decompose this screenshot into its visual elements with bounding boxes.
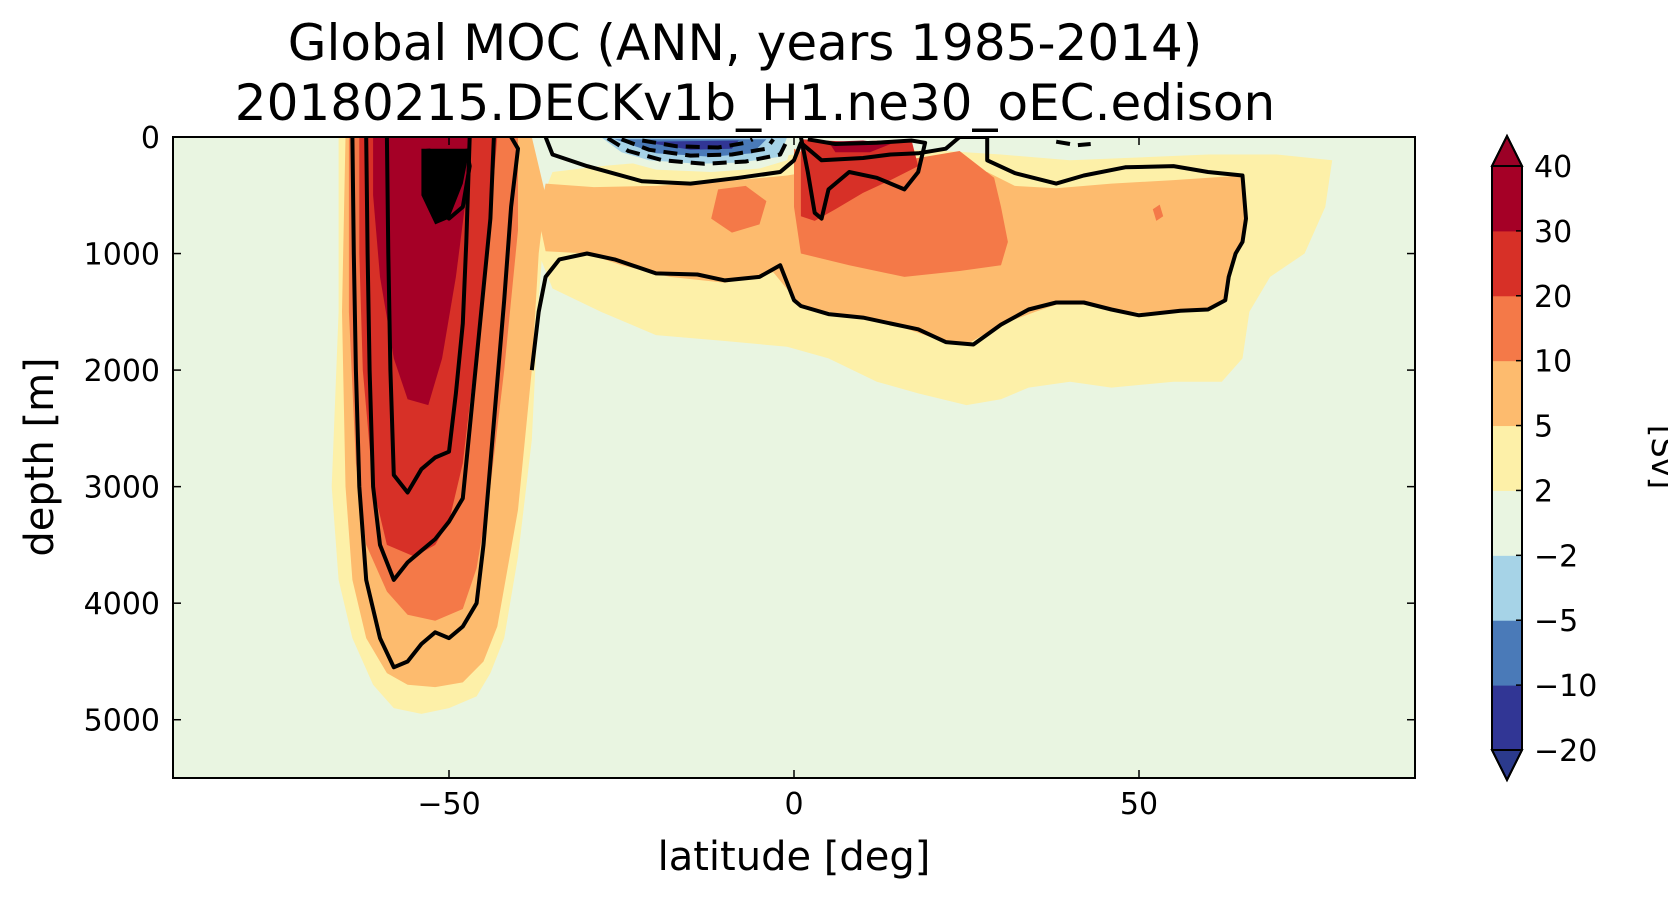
contour-southern-contour-30 bbox=[384, 137, 472, 495]
plot-area bbox=[172, 136, 1416, 779]
x-tick-label: −50 bbox=[417, 787, 480, 822]
x-tick-label: 0 bbox=[784, 787, 803, 822]
region-small-patch-north bbox=[1152, 204, 1164, 221]
colorbar-label: [Sv] bbox=[1644, 425, 1668, 489]
colorbar-tick-label: −2 bbox=[1534, 539, 1578, 574]
colorbar-extend-under bbox=[1490, 749, 1524, 783]
colorbar-swatch bbox=[1492, 230, 1522, 297]
colorbar-swatch bbox=[1492, 166, 1522, 232]
y-axis-label: depth [m] bbox=[17, 357, 63, 556]
colorbar-tick-label: −10 bbox=[1534, 669, 1597, 704]
contour-southern-contour-40 bbox=[426, 148, 472, 221]
colorbar-swatch bbox=[1492, 360, 1522, 427]
contour-southern-contour-10 bbox=[350, 137, 520, 670]
y-tick-label: 0 bbox=[141, 121, 160, 156]
colorbar-swatch bbox=[1492, 425, 1522, 491]
y-tick-label: 3000 bbox=[84, 471, 160, 506]
colorbar-swatch bbox=[1492, 620, 1522, 686]
contour-southern-contour-20 bbox=[364, 137, 496, 582]
contour-lines bbox=[350, 137, 1248, 670]
colorbar-swatch bbox=[1492, 295, 1522, 362]
x-axis-label: latitude [deg] bbox=[658, 834, 931, 880]
colorbar-tick-label: 20 bbox=[1534, 280, 1572, 315]
colorbar-tick-label: −5 bbox=[1534, 604, 1578, 639]
colorbar-tick-label: 40 bbox=[1534, 150, 1572, 185]
colorbar-swatch bbox=[1492, 555, 1522, 621]
contour-fill-regions bbox=[331, 137, 1333, 714]
colorbar: −20 −10 −5 −2 2 5 10 20 30 40 bbox=[1490, 133, 1597, 783]
x-axis: −50 0 50 bbox=[417, 137, 1158, 822]
colorbar-swatch bbox=[1492, 685, 1522, 751]
y-tick-label: 2000 bbox=[84, 354, 160, 389]
colorbar-tick-label: 2 bbox=[1534, 474, 1553, 509]
x-tick-label: 50 bbox=[1120, 787, 1158, 822]
y-tick-label: 5000 bbox=[84, 704, 160, 739]
colorbar-tick-label: 5 bbox=[1534, 410, 1553, 445]
chart-title: Global MOC (ANN, years 1985-2014) bbox=[288, 14, 1203, 72]
colorbar-tick-label: 30 bbox=[1534, 215, 1572, 250]
y-tick-label: 4000 bbox=[84, 587, 160, 622]
colorbar-extend-over bbox=[1490, 133, 1524, 167]
contour-northern-contour-20 bbox=[798, 137, 928, 221]
contour-tropical-contour-neg5 bbox=[606, 137, 789, 166]
colorbar-tick-label: 10 bbox=[1534, 345, 1572, 380]
contour-tropical-contour-neg20 bbox=[641, 137, 754, 150]
contour-northern-contour-5 bbox=[529, 137, 1248, 371]
region-northern-cell-10-patch bbox=[711, 185, 767, 233]
contour-north-atlantic-contour-neg2 bbox=[1055, 139, 1091, 148]
colorbar-swatch bbox=[1492, 490, 1522, 556]
region-abyssal-neg2 bbox=[538, 475, 601, 685]
chart-subtitle: 20180215.DECKv1b_H1.ne30_oEC.edison bbox=[235, 74, 1275, 132]
y-axis: 0 1000 2000 3000 4000 5000 bbox=[84, 121, 1415, 739]
colorbar-tick-label: −20 bbox=[1534, 734, 1597, 769]
y-tick-label: 1000 bbox=[84, 238, 160, 273]
contour-tropical-contour-neg10 bbox=[620, 137, 775, 158]
